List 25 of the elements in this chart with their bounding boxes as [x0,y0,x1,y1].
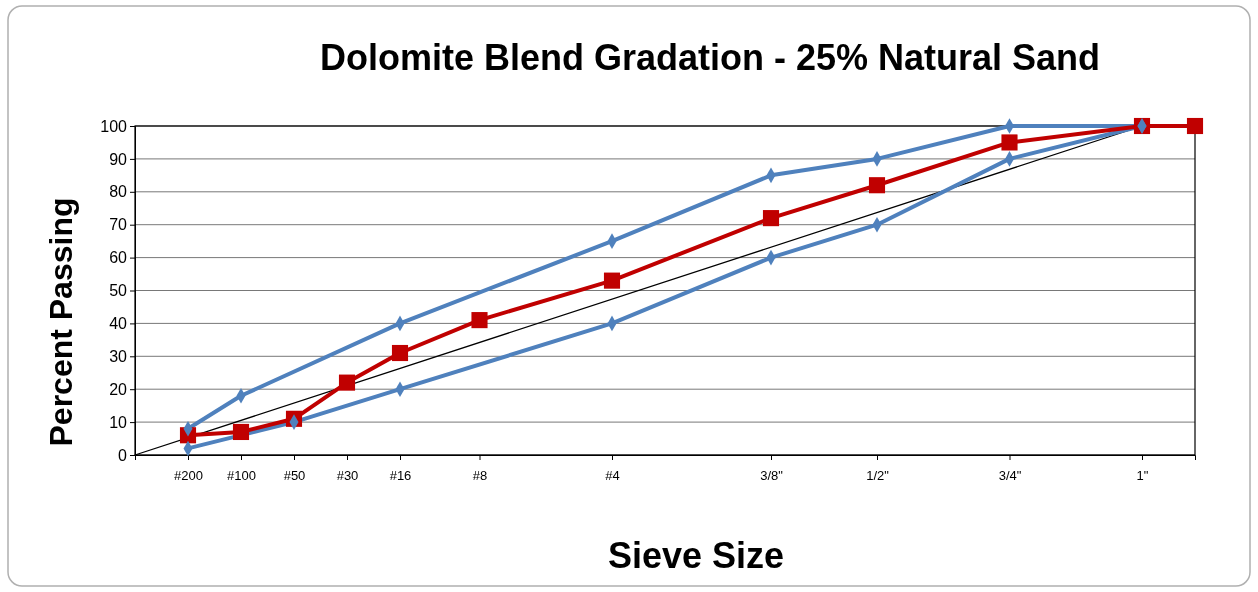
y-tick-label: 60 [109,249,128,267]
y-tick-label: 90 [109,150,128,168]
y-tick-label: 40 [109,315,128,333]
x-tick-label: #4 [605,467,620,483]
y-tick-label: 20 [109,380,128,398]
x-tick-label: 3/8" [760,467,784,483]
x-tick-label: #30 [336,467,359,483]
y-tick-label: 0 [118,446,128,464]
y-tick-label: 70 [109,216,128,234]
x-axis-title: Sieve Size [607,535,785,576]
x-tick-label: #50 [283,467,306,483]
y-tick-label: 80 [109,183,128,201]
x-tick-label: 1/2" [866,467,890,483]
x-tick-label: #100 [227,467,256,483]
y-tick-label: 100 [100,117,128,135]
x-tick-label: #8 [472,467,488,483]
x-tick-label: #16 [389,467,412,483]
y-tick-label: 10 [109,413,128,431]
chart-title: Dolomite Blend Gradation - 25% Natural Sand [319,37,1101,78]
y-tick-label: 30 [109,347,128,365]
x-tick-label: 3/4" [998,467,1022,483]
x-tick-label: #200 [174,467,203,483]
x-tick-label: 1" [1136,467,1149,483]
y-tick-label: 50 [109,282,128,300]
y-axis-title: Percent Passing [43,197,79,447]
